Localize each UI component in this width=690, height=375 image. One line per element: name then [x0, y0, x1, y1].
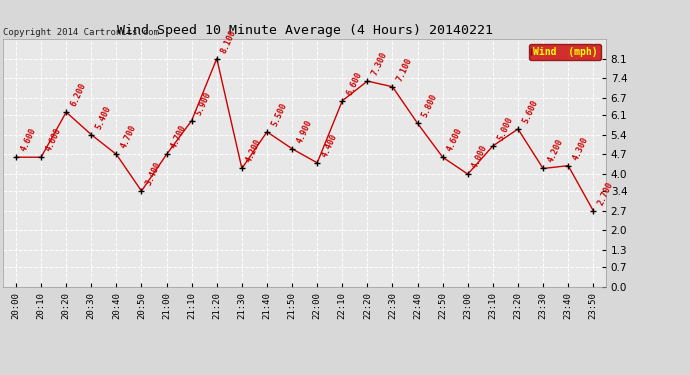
Text: 4.600: 4.600	[44, 127, 63, 153]
Text: 5.000: 5.000	[495, 115, 514, 142]
Text: 7.100: 7.100	[395, 56, 414, 82]
Text: Copyright 2014 Cartronics.com: Copyright 2014 Cartronics.com	[3, 28, 159, 37]
Text: 4.000: 4.000	[471, 144, 489, 170]
Text: 3.400: 3.400	[144, 160, 163, 187]
Text: 8.100: 8.100	[219, 28, 238, 54]
Text: 5.400: 5.400	[94, 104, 112, 130]
Text: 4.200: 4.200	[245, 138, 264, 164]
Text: 4.300: 4.300	[571, 135, 590, 162]
Text: 2.700: 2.700	[596, 180, 615, 207]
Title: Wind Speed 10 Minute Average (4 Hours) 20140221: Wind Speed 10 Minute Average (4 Hours) 2…	[117, 24, 493, 37]
Text: 6.200: 6.200	[69, 81, 88, 108]
Text: 4.900: 4.900	[295, 118, 313, 145]
Text: 6.600: 6.600	[345, 70, 364, 97]
Text: 4.700: 4.700	[119, 124, 138, 150]
Text: 4.200: 4.200	[546, 138, 564, 164]
Text: 5.600: 5.600	[521, 98, 540, 125]
Text: 5.900: 5.900	[195, 90, 213, 116]
Text: 5.800: 5.800	[420, 93, 439, 119]
Text: 4.700: 4.700	[169, 124, 188, 150]
Text: 4.400: 4.400	[320, 132, 339, 159]
Legend: Wind  (mph): Wind (mph)	[529, 44, 601, 60]
Text: 4.600: 4.600	[446, 127, 464, 153]
Text: 5.500: 5.500	[270, 101, 288, 128]
Text: 4.600: 4.600	[19, 127, 37, 153]
Text: 7.300: 7.300	[370, 51, 389, 77]
